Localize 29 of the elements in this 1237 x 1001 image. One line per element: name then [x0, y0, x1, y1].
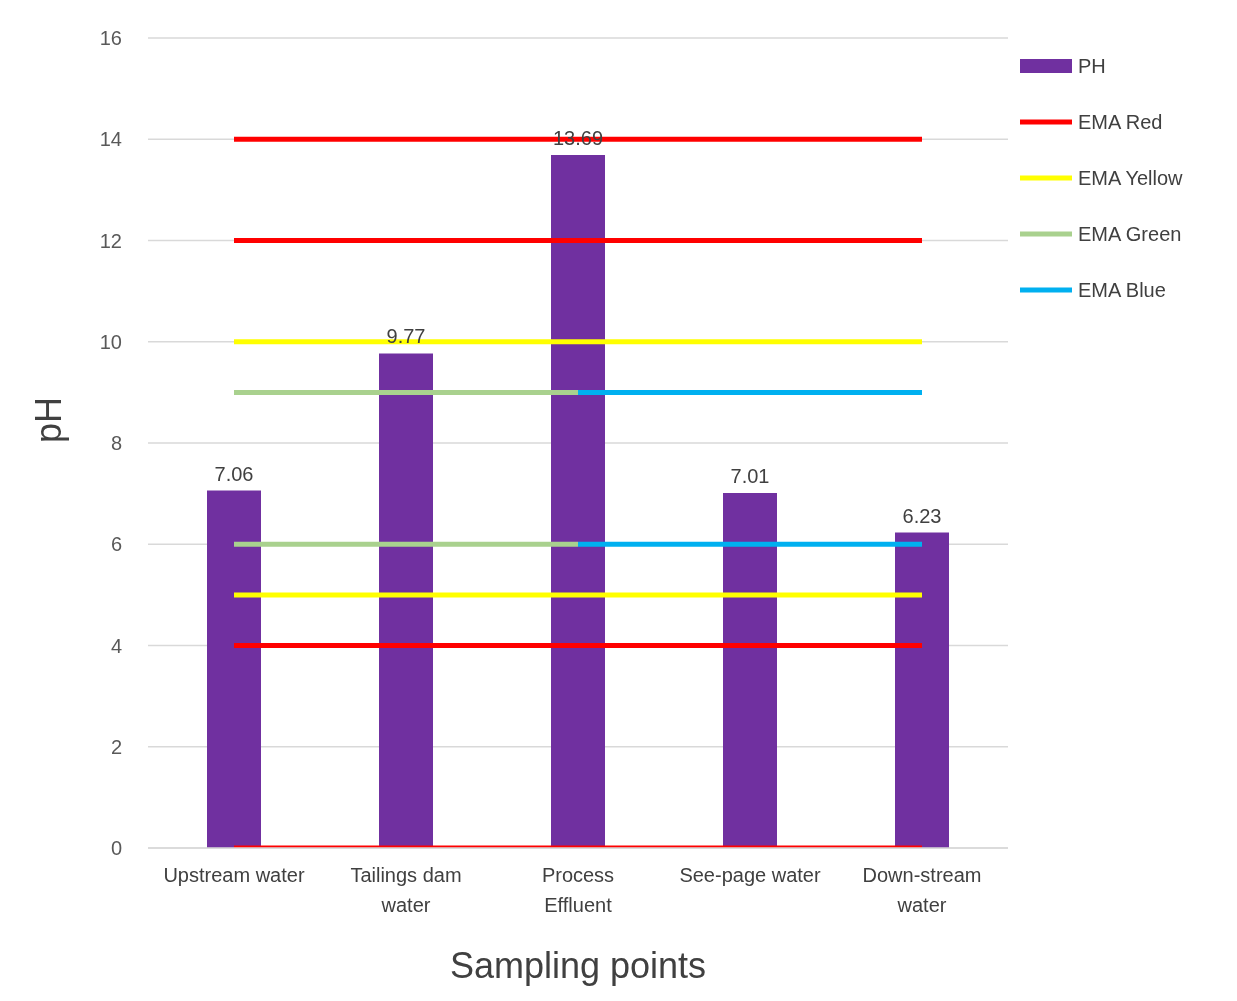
- legend-label: EMA Yellow: [1078, 166, 1183, 190]
- x-tick-label: Process Effluent: [541, 864, 615, 916]
- data-label: 7.06: [214, 462, 254, 485]
- y-axis-title: pH: [27, 396, 69, 443]
- legend-label: EMA Blue: [1078, 278, 1166, 302]
- bar: [207, 490, 261, 848]
- bar: [895, 532, 949, 848]
- y-tick-label: 12: [99, 229, 122, 252]
- y-tick-label: 16: [99, 27, 122, 50]
- y-tick-label: 10: [99, 330, 122, 353]
- legend-label: PH: [1078, 54, 1106, 78]
- x-tick-label: Tailings dam water: [350, 864, 462, 916]
- y-tick-label: 6: [110, 533, 122, 556]
- x-axis-title: Sampling points: [449, 945, 707, 986]
- y-tick-label: 0: [110, 837, 122, 860]
- x-tick-label: Down-stream water: [862, 864, 982, 916]
- bar: [379, 353, 433, 848]
- y-tick-label: 14: [99, 128, 122, 151]
- bar: [551, 154, 605, 848]
- legend-label: EMA Red: [1078, 110, 1163, 134]
- y-tick-label: 2: [110, 735, 122, 758]
- y-tick-label: 8: [110, 432, 122, 455]
- bar: [723, 493, 777, 848]
- y-tick-label: 4: [110, 634, 122, 657]
- x-tick-label: Upstream water: [163, 864, 305, 886]
- x-tick-label: See-page water: [679, 864, 821, 886]
- data-label: 6.23: [902, 504, 942, 527]
- data-label: 7.01: [730, 465, 770, 488]
- legend-label: EMA Green: [1078, 222, 1182, 246]
